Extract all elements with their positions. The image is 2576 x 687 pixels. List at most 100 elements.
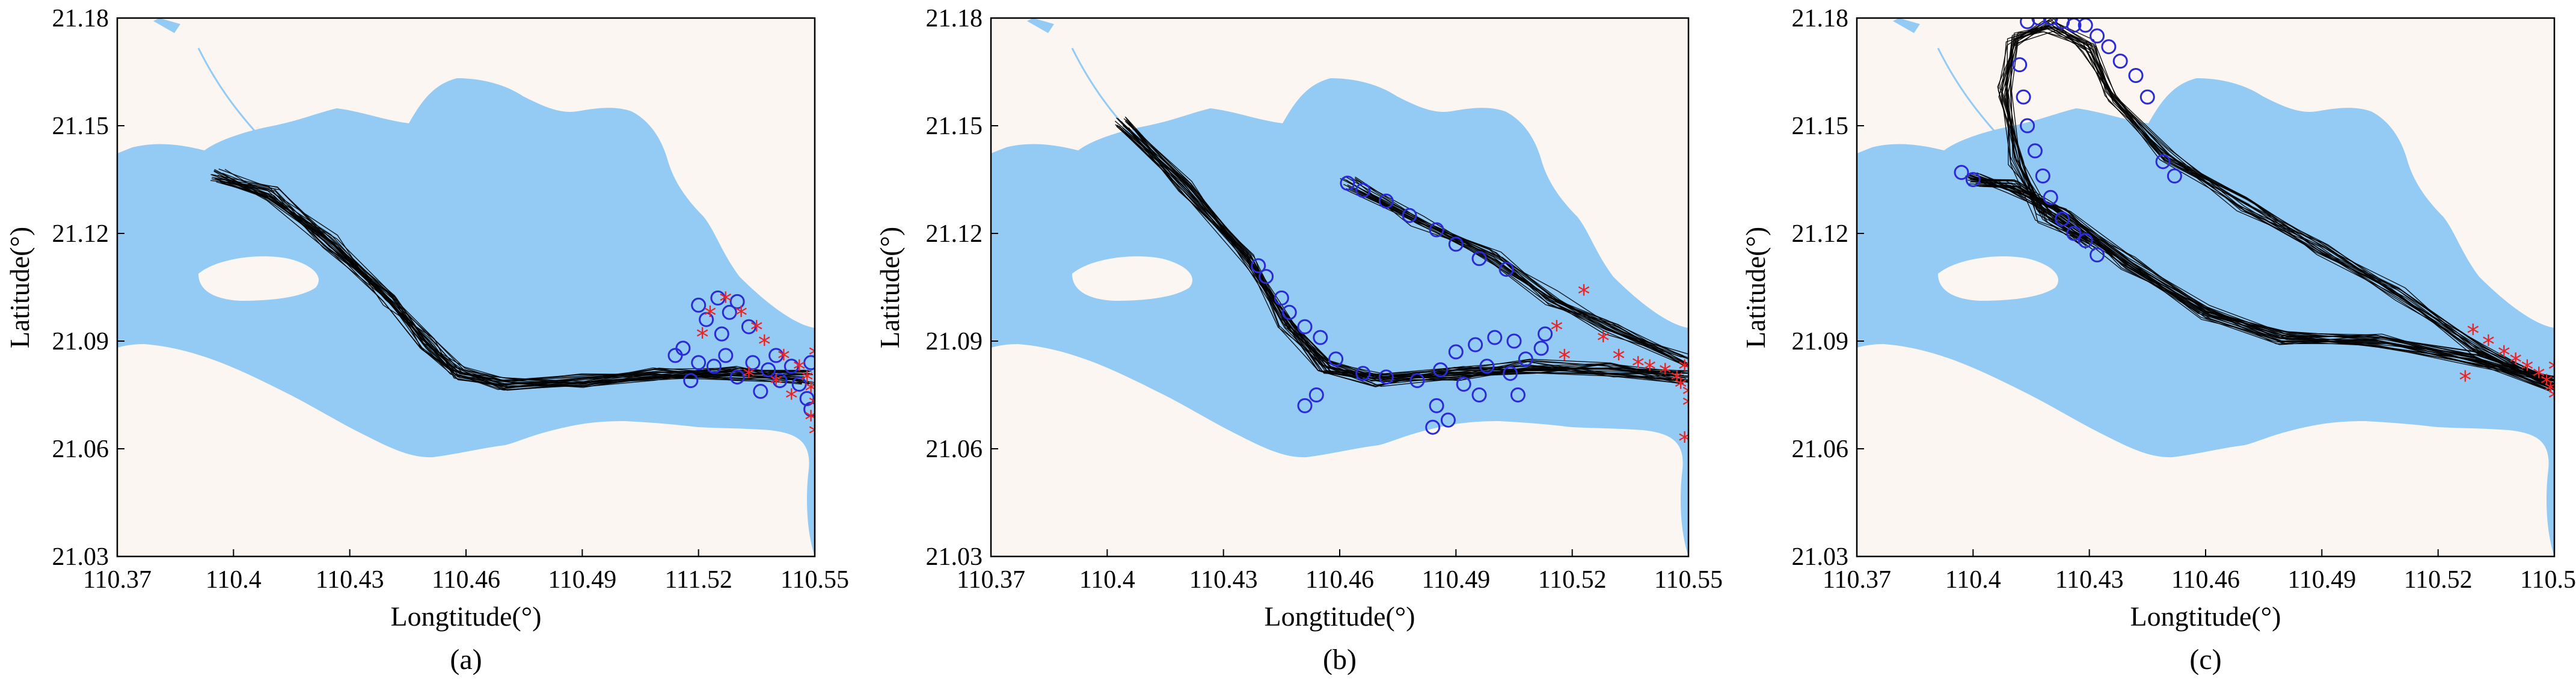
x-tick-label: 110.49	[1421, 566, 1490, 594]
end-point-marker: *	[704, 301, 717, 330]
start-point-marker	[761, 362, 776, 378]
start-point-marker	[667, 348, 683, 363]
end-point-marker: *	[2482, 330, 2495, 359]
x-tick-label: 110.46	[432, 566, 500, 594]
end-point-marker: *	[1675, 373, 1687, 402]
x-tick-label: 110.37	[957, 566, 1025, 594]
y-axis-title: Latitude(°)	[874, 227, 905, 348]
x-axis-ticks: 110.37 110.4 110.43 110.46 110.49 110.52 110.5…	[1823, 549, 2576, 594]
start-point-marker	[710, 290, 726, 306]
start-point-marker	[1251, 258, 1266, 274]
x-tick-label: 110.49	[548, 566, 616, 594]
end-point-marker: *	[2498, 340, 2510, 370]
start-point-marker	[1355, 182, 1371, 198]
x-axis-ticks: 110.37 110.4 110.43 110.46 110.49 110.52 110.5…	[957, 549, 1723, 594]
end-point-marker: *	[770, 369, 782, 399]
trajectory-tracks	[1114, 116, 1688, 387]
y-tick-label: 21.03	[1792, 543, 1849, 571]
start-point-marker	[1378, 369, 1394, 385]
start-point-marker	[2031, 18, 2047, 26]
start-point-marker	[706, 359, 722, 374]
islet	[280, 436, 293, 448]
start-point-marker	[2016, 89, 2031, 105]
end-point-marker: *	[1682, 380, 1695, 410]
start-point-marker	[1429, 222, 1444, 238]
trajectory-line	[1348, 186, 1688, 365]
island	[198, 256, 319, 301]
end-point-marker: *	[2544, 377, 2557, 406]
end-point-marker: *	[1678, 427, 1691, 456]
x-tick-label: 110.52	[1538, 566, 1607, 594]
trajectory-line	[2006, 31, 2554, 387]
start-point-marker	[2155, 154, 2171, 170]
trajectory-line	[1128, 127, 1688, 381]
start-point-marker	[2027, 143, 2043, 159]
start-point-marker	[1506, 333, 1522, 349]
x-axis-ticks: 110.37 110.4 110.43 110.46 110.49 111.52 110.5…	[83, 549, 849, 594]
end-point-marker: *	[2467, 319, 2479, 348]
y-tick-label: 21.15	[52, 112, 109, 140]
coast-spur	[1893, 18, 1920, 33]
start-point-marker	[2020, 118, 2035, 134]
start-point-marker	[2090, 247, 2105, 263]
end-point-marker: *	[2509, 348, 2522, 377]
y-tick-label: 21.09	[1792, 328, 1849, 356]
start-markers	[667, 290, 815, 417]
end-point-marker: *	[805, 405, 817, 434]
trajectory-line	[1342, 187, 1688, 365]
start-point-marker	[1456, 377, 1471, 392]
x-axis-title: Longtitude(°)	[2130, 601, 2281, 632]
start-point-marker	[2078, 233, 2093, 248]
panel-caption: (a)	[450, 644, 482, 676]
trajectory-tracks	[1965, 18, 2554, 392]
start-point-marker	[1468, 337, 1483, 353]
y-tick-label: 21.18	[52, 5, 109, 32]
end-point-marker: *	[777, 344, 790, 374]
start-point-marker	[1503, 366, 1518, 381]
start-point-marker	[753, 384, 768, 399]
start-point-marker	[2043, 18, 2058, 26]
start-point-marker	[745, 355, 761, 371]
y-tick-label: 21.03	[926, 543, 983, 571]
x-tick-label: 110.4	[1079, 566, 1135, 594]
x-tick-label: 110.43	[2055, 566, 2124, 594]
x-tick-label: 110.37	[1823, 566, 1891, 594]
start-point-marker	[1409, 373, 1425, 389]
island	[1072, 256, 1192, 301]
start-point-marker	[1355, 366, 1371, 381]
end-point-marker: *	[2548, 384, 2561, 413]
y-tick-label: 21.12	[926, 220, 983, 248]
start-point-marker	[803, 401, 815, 417]
y-tick-label: 21.18	[1792, 5, 1849, 32]
trajectory-line	[211, 174, 805, 390]
y-axis-title: Latitude(°)	[1740, 227, 1771, 348]
start-point-marker	[741, 319, 756, 334]
end-point-marker: *	[785, 384, 798, 413]
end-point-marker: *	[1597, 326, 1610, 356]
y-axis-ticks: 21.18 21.15 21.12 21.09 21.06 21.03	[1792, 5, 1864, 571]
start-point-marker	[1281, 304, 1297, 320]
start-point-marker	[1471, 251, 1487, 266]
islet	[1154, 436, 1167, 448]
x-tick-label: 110.55	[2520, 566, 2576, 594]
start-point-marker	[1429, 398, 1444, 413]
start-point-marker	[2035, 168, 2050, 183]
start-point-marker	[772, 373, 788, 389]
start-point-marker	[1440, 412, 1456, 428]
start-point-marker	[1510, 387, 1526, 402]
y-tick-label: 21.18	[926, 5, 983, 32]
y-tick-label: 21.09	[52, 328, 109, 356]
y-tick-label: 21.06	[926, 436, 983, 463]
end-point-marker: *	[696, 322, 709, 352]
end-point-marker: *	[719, 286, 732, 316]
trajectory-line	[1970, 180, 2548, 382]
end-markers: * * ** * ************	[696, 286, 817, 449]
trajectory-line	[2001, 29, 2554, 382]
end-point-marker: *	[2548, 355, 2561, 384]
trajectory-line	[2010, 25, 2554, 380]
trajectory-line	[2004, 18, 2554, 384]
start-point-marker	[1308, 387, 1324, 402]
trajectory-line	[1968, 177, 2554, 384]
start-point-marker	[1533, 340, 1549, 356]
